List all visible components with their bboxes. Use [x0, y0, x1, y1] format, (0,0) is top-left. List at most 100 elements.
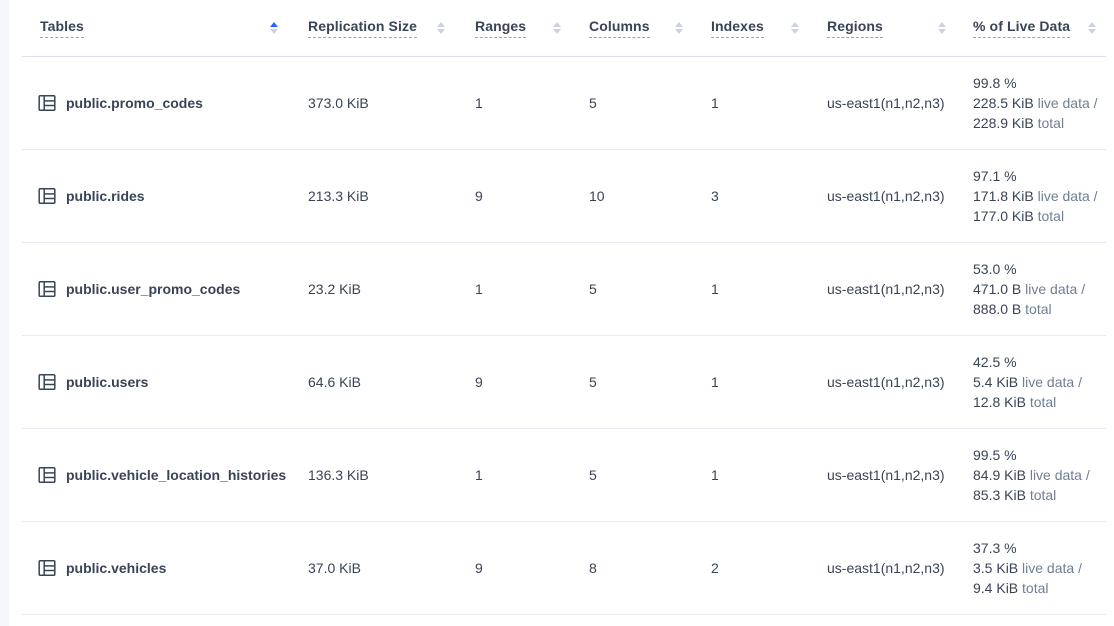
live-percent: 42.5 %	[973, 354, 1017, 370]
table-icon	[38, 559, 56, 577]
page-gutter	[0, 0, 9, 626]
indexes-cell: 1	[711, 467, 719, 483]
column-header-label: Replication Size	[308, 18, 417, 38]
live-percent: 37.3 %	[973, 540, 1017, 556]
live-bytes-label: live data /	[1022, 560, 1082, 576]
table-name-cell: public.rides	[22, 187, 288, 205]
column-header-columns[interactable]: Columns	[571, 0, 693, 56]
column-header-label: Ranges	[475, 18, 527, 38]
regions-cell: us-east1(n1,n2,n3)	[827, 560, 945, 576]
live-bytes-label: live data /	[1025, 281, 1086, 297]
table-name-cell: public.user_promo_codes	[22, 280, 288, 298]
indexes-cell: 1	[711, 95, 719, 111]
table-icon	[38, 187, 56, 205]
column-header-label: Regions	[827, 18, 883, 38]
ranges-cell: 1	[475, 95, 483, 111]
total-bytes: 12.8 KiB	[973, 394, 1026, 410]
live-percent: 99.5 %	[973, 447, 1017, 463]
sort-icon[interactable]	[1088, 22, 1096, 34]
indexes-cell: 1	[711, 374, 719, 390]
sort-icon[interactable]	[437, 22, 445, 34]
regions-cell: us-east1(n1,n2,n3)	[827, 281, 945, 297]
column-header-indexes[interactable]: Indexes	[693, 0, 809, 56]
replication-size-cell: 37.0 KiB	[308, 560, 361, 576]
table-name-link[interactable]: public.rides	[66, 188, 145, 204]
sort-icon[interactable]	[791, 22, 799, 34]
total-bytes: 85.3 KiB	[973, 487, 1026, 503]
ranges-cell: 9	[475, 374, 483, 390]
live-bytes: 228.5 KiB	[973, 95, 1034, 111]
total-bytes: 9.4 KiB	[973, 580, 1019, 596]
column-header-regions[interactable]: Regions	[809, 0, 956, 56]
table-icon	[38, 94, 56, 112]
columns-cell: 5	[589, 467, 597, 483]
table-name-link[interactable]: public.vehicle_location_histories	[66, 467, 287, 483]
table-row: public.vehicle_location_histories 136.3 …	[22, 429, 1106, 522]
ranges-cell: 9	[475, 188, 483, 204]
total-bytes: 228.9 KiB	[973, 115, 1034, 131]
regions-cell: us-east1(n1,n2,n3)	[827, 374, 945, 390]
indexes-cell: 3	[711, 188, 719, 204]
live-data-cell: 37.3 % 3.5 KiB live data / 9.4 KiB total	[956, 538, 1106, 598]
live-data-cell: 42.5 % 5.4 KiB live data / 12.8 KiB tota…	[956, 352, 1106, 412]
replication-size-cell: 64.6 KiB	[308, 374, 361, 390]
ranges-cell: 1	[475, 281, 483, 297]
table-name-link[interactable]: public.promo_codes	[66, 95, 203, 111]
replication-size-cell: 23.2 KiB	[308, 281, 361, 297]
table-name-cell: public.vehicles	[22, 559, 288, 577]
table-row: public.vehicles 37.0 KiB 9 8 2 us-east1(…	[22, 522, 1106, 615]
live-bytes-label: live data /	[1022, 374, 1082, 390]
table-row: public.promo_codes 373.0 KiB 1 5 1 us-ea…	[22, 57, 1106, 150]
ranges-cell: 9	[475, 560, 483, 576]
column-header-live-data[interactable]: % of Live Data	[956, 0, 1106, 56]
table-name-link[interactable]: public.user_promo_codes	[66, 281, 241, 297]
live-bytes: 84.9 KiB	[973, 467, 1026, 483]
live-bytes: 171.8 KiB	[973, 188, 1034, 204]
live-data-cell: 99.5 % 84.9 KiB live data / 85.3 KiB tot…	[956, 445, 1106, 505]
column-header-tables[interactable]: Tables	[22, 0, 288, 56]
sort-icon[interactable]	[938, 22, 946, 34]
total-bytes: 177.0 KiB	[973, 208, 1034, 224]
table-icon	[38, 373, 56, 391]
live-bytes: 471.0 B	[973, 281, 1022, 297]
total-bytes-label: total	[1029, 394, 1057, 410]
column-header-label: Indexes	[711, 18, 764, 38]
regions-cell: us-east1(n1,n2,n3)	[827, 467, 945, 483]
columns-cell: 8	[589, 560, 597, 576]
columns-cell: 5	[589, 95, 597, 111]
ranges-cell: 1	[475, 467, 483, 483]
live-percent: 99.8 %	[973, 75, 1017, 91]
table-name-link[interactable]: public.users	[66, 374, 149, 390]
table-row: public.users 64.6 KiB 9 5 1 us-east1(n1,…	[22, 336, 1106, 429]
column-header-label: Columns	[589, 18, 650, 38]
sort-icon[interactable]	[675, 22, 683, 34]
total-bytes-label: total	[1037, 208, 1065, 224]
table-icon	[38, 466, 56, 484]
columns-cell: 5	[589, 374, 597, 390]
live-data-cell: 53.0 % 471.0 B live data / 888.0 B total	[956, 259, 1106, 319]
sort-icon[interactable]	[553, 22, 561, 34]
replication-size-cell: 136.3 KiB	[308, 467, 369, 483]
live-percent: 97.1 %	[973, 168, 1017, 184]
column-header-ranges[interactable]: Ranges	[455, 0, 571, 56]
indexes-cell: 1	[711, 281, 719, 297]
total-bytes-label: total	[1025, 301, 1052, 317]
live-bytes-label: live data /	[1037, 95, 1098, 111]
table-name-link[interactable]: public.vehicles	[66, 560, 167, 576]
table-name-cell: public.vehicle_location_histories	[22, 466, 288, 484]
column-header-replication-size[interactable]: Replication Size	[288, 0, 455, 56]
total-bytes-label: total	[1022, 580, 1049, 596]
live-data-cell: 99.8 % 228.5 KiB live data / 228.9 KiB t…	[956, 73, 1106, 133]
live-bytes-label: live data /	[1037, 188, 1098, 204]
live-percent: 53.0 %	[973, 261, 1017, 277]
sort-icon[interactable]	[270, 22, 278, 34]
table-name-cell: public.promo_codes	[22, 94, 288, 112]
replication-size-cell: 373.0 KiB	[308, 95, 369, 111]
table-icon	[38, 280, 56, 298]
regions-cell: us-east1(n1,n2,n3)	[827, 188, 945, 204]
table-name-cell: public.users	[22, 373, 288, 391]
live-bytes: 5.4 KiB	[973, 374, 1019, 390]
indexes-cell: 2	[711, 560, 719, 576]
tables-list: Tables Replication Size Ranges Columns I…	[22, 0, 1106, 615]
